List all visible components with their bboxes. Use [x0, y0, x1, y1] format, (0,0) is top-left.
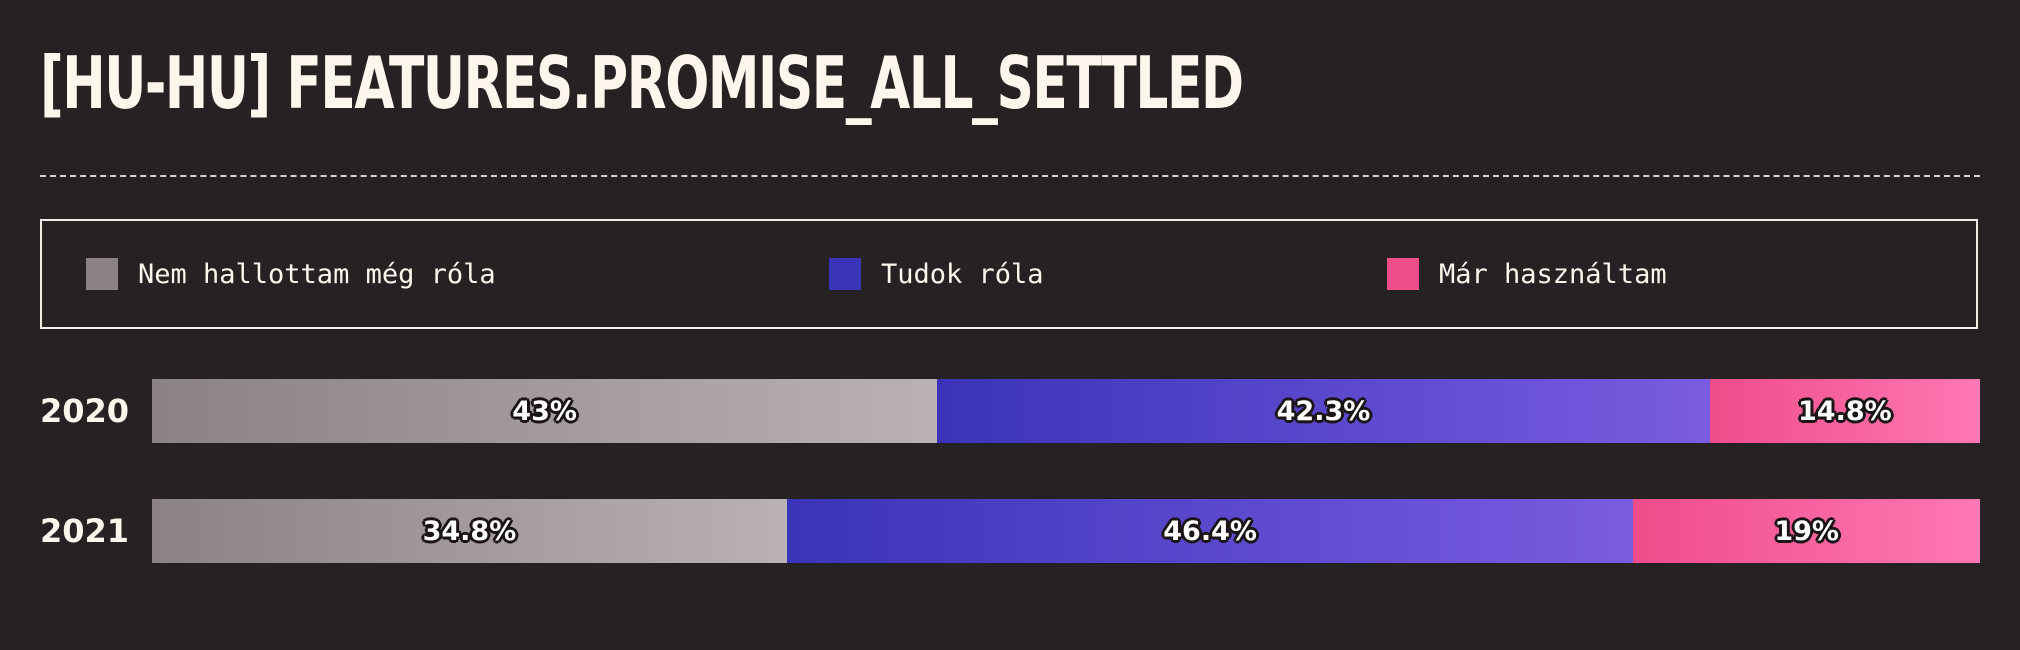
bar-value-label-2021-not-heard: 34.8% [422, 515, 517, 547]
legend-item-know-about[interactable]: Tudok róla [829, 221, 1044, 327]
bar-value-label-2021-know-about: 46.4% [1163, 515, 1257, 547]
row-label-2021: 2021 [40, 512, 130, 550]
bar-row-2021: 34.8% 46.4% 19% [152, 499, 1980, 563]
legend-label-know-about: Tudok róla [881, 258, 1044, 290]
legend-item-not-heard[interactable]: Nem hallottam még róla [86, 221, 496, 327]
bar-row-2020: 43% 42.3% 14.8% [152, 379, 1980, 443]
bar-segment-2020-used[interactable]: 14.8% [1709, 379, 1980, 443]
bar-value-label-2020-not-heard: 43% [512, 395, 577, 427]
bar-value-label-2020-know-about: 42.3% [1276, 395, 1371, 427]
bar-segment-2020-know-about[interactable]: 42.3% [937, 379, 1710, 443]
chart-legend: Nem hallottam még róla Tudok róla Már ha… [40, 219, 1978, 329]
bar-value-label-2021-used: 19% [1774, 515, 1839, 547]
bar-segment-2020-not-heard[interactable]: 43% [152, 379, 938, 443]
bar-segment-2021-used[interactable]: 19% [1633, 499, 1980, 563]
bar-segment-2021-not-heard[interactable]: 34.8% [152, 499, 787, 563]
legend-swatch-used [1387, 258, 1419, 290]
chart-title: [HU-HU] FEATURES.PROMISE_ALL_SETTLED [40, 41, 1244, 125]
legend-item-used[interactable]: Már használtam [1387, 221, 1667, 327]
legend-swatch-know-about [829, 258, 861, 290]
bar-value-label-2020-used: 14.8% [1798, 395, 1892, 427]
bar-segment-2021-know-about[interactable]: 46.4% [786, 499, 1634, 563]
legend-label-not-heard: Nem hallottam még róla [138, 258, 496, 290]
title-divider [40, 175, 1980, 177]
legend-swatch-not-heard [86, 258, 118, 290]
row-label-2020: 2020 [40, 392, 130, 430]
legend-label-used: Már használtam [1439, 258, 1667, 290]
